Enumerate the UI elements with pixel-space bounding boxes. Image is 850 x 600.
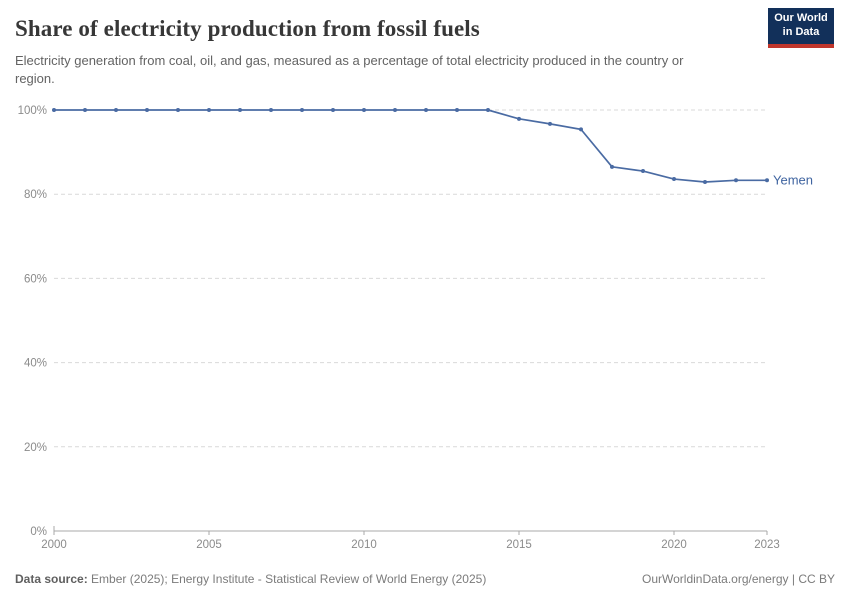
data-point[interactable] — [734, 178, 738, 183]
x-axis-tick-label: 2020 — [661, 539, 687, 551]
data-point[interactable] — [52, 108, 56, 112]
y-axis-tick-label: 40% — [24, 358, 47, 370]
data-point[interactable] — [238, 108, 242, 112]
chart-subtitle: Electricity generation from coal, oil, a… — [15, 53, 684, 87]
owid-logo-line2: in Data — [782, 26, 820, 38]
y-axis-tick-label: 80% — [24, 189, 47, 201]
data-point[interactable] — [455, 108, 459, 112]
data-point[interactable] — [83, 108, 87, 112]
data-point[interactable] — [548, 121, 552, 126]
data-point[interactable] — [300, 108, 304, 112]
owid-logo[interactable]: Our World in Data — [768, 8, 834, 48]
data-line[interactable] — [53, 109, 768, 183]
y-axis-tick-label: 60% — [24, 273, 47, 285]
x-axis-tick-label: 2005 — [196, 539, 222, 551]
series-entity-label[interactable]: Yemen — [773, 172, 813, 187]
x-axis-tick-label: 2023 — [754, 539, 780, 551]
data-point[interactable] — [362, 108, 366, 112]
data-point[interactable] — [610, 164, 614, 169]
page-title: Share of electricity production from fos… — [15, 16, 480, 41]
data-point[interactable] — [393, 108, 397, 112]
data-point[interactable] — [145, 108, 149, 112]
data-point[interactable] — [517, 116, 521, 121]
line-chart: 0% 20% 40% 60% 80% 100% 2000 2005 2010 2015 2020 20… — [18, 105, 813, 551]
x-axis-tick-label: 2010 — [351, 539, 377, 551]
data-point[interactable] — [641, 169, 645, 174]
data-source-line: Data source: Ember (2025); Energy Instit… — [15, 572, 486, 586]
data-point[interactable] — [269, 108, 273, 112]
data-source-text[interactable]: Ember (2025); Energy Institute - Statist… — [91, 572, 487, 586]
data-point[interactable] — [114, 108, 118, 112]
data-point[interactable] — [579, 127, 583, 132]
data-point[interactable] — [207, 108, 211, 112]
chart-footer: Data source: Ember (2025); Energy Instit… — [15, 572, 835, 586]
data-source-label: Data source: — [15, 572, 88, 586]
x-axis-tick-label: 2000 — [41, 539, 67, 551]
y-axis-tick-label: 0% — [30, 526, 47, 538]
y-axis-tick-label: 100% — [18, 105, 47, 117]
owid-logo-line1: Our World — [774, 12, 828, 25]
data-point[interactable] — [765, 178, 769, 183]
credit-link[interactable]: OurWorldinData.org/energy | CC BY — [642, 572, 835, 586]
y-axis-tick-label: 20% — [24, 442, 47, 454]
data-point[interactable] — [672, 177, 676, 182]
data-point[interactable] — [424, 108, 428, 112]
x-axis-tick-label: 2015 — [506, 539, 532, 551]
data-point[interactable] — [486, 108, 490, 112]
data-point[interactable] — [176, 108, 180, 112]
data-point[interactable] — [331, 108, 335, 112]
data-point[interactable] — [703, 179, 707, 184]
